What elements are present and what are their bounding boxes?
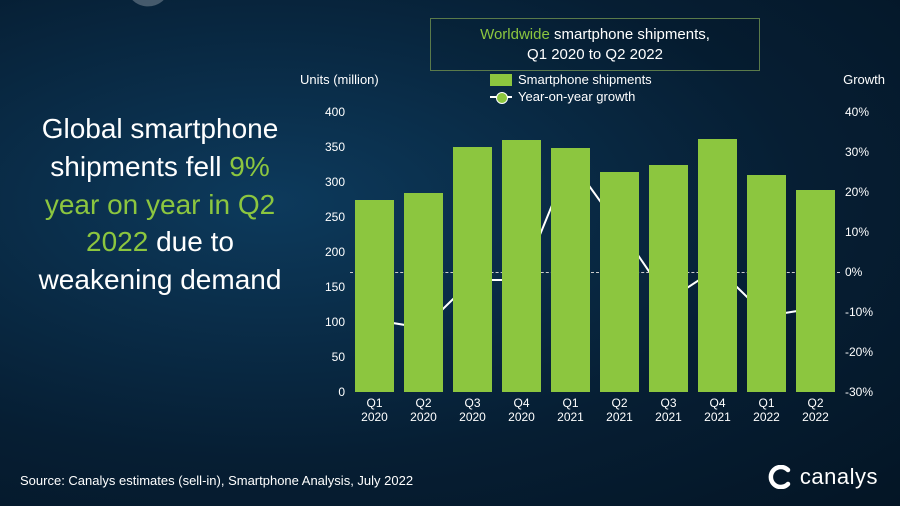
x-label: Q4 2020	[508, 396, 535, 425]
legend-line-label: Year-on-year growth	[518, 89, 635, 104]
legend-line-row: Year-on-year growth	[490, 89, 652, 104]
source-text: Source: Canalys estimates (sell-in), Sma…	[20, 473, 413, 488]
bar	[796, 190, 834, 392]
right-ytick: -10%	[845, 305, 890, 319]
x-label: Q2 2020	[410, 396, 437, 425]
bar	[649, 165, 687, 393]
left-y-ticks: 050100150200250300350400	[300, 112, 345, 392]
left-ytick: 100	[300, 315, 345, 329]
headline-post: due to weakening demand	[39, 226, 282, 295]
bar	[404, 193, 442, 393]
brand-text: canalys	[800, 464, 878, 490]
right-axis-label: Growth	[843, 72, 885, 87]
chart-title-rest: smartphone shipments,	[550, 26, 710, 43]
x-axis-labels: Q1 2020 Q2 2020 Q3 2020 Q4 2020 Q1 2021 Q2 20…	[350, 396, 840, 436]
right-ytick: 0%	[845, 265, 890, 279]
x-label: Q1 2022	[753, 396, 780, 425]
brand-icon	[768, 465, 792, 489]
left-ytick: 350	[300, 140, 345, 154]
chart-area: Units (million) Growth Smartphone shipme…	[300, 72, 890, 452]
right-ytick: 20%	[845, 185, 890, 199]
bar	[600, 172, 638, 393]
left-ytick: 250	[300, 210, 345, 224]
legend-bar-row: Smartphone shipments	[490, 72, 652, 87]
legend-bar-label: Smartphone shipments	[518, 72, 652, 87]
x-label: Q2 2021	[606, 396, 633, 425]
left-ytick: 300	[300, 175, 345, 189]
left-ytick: 150	[300, 280, 345, 294]
chart-title-accent: Worldwide	[480, 26, 550, 43]
legend-line-swatch	[490, 96, 512, 98]
chart-title: Worldwide smartphone shipments, Q1 2020 …	[430, 18, 760, 71]
x-label: Q1 2020	[361, 396, 388, 425]
right-ytick: 30%	[845, 145, 890, 159]
x-label: Q3 2020	[459, 396, 486, 425]
right-ytick: 40%	[845, 105, 890, 119]
x-label: Q1 2021	[557, 396, 584, 425]
chart-plot	[350, 112, 840, 392]
left-axis-label: Units (million)	[300, 72, 379, 87]
left-ytick: 400	[300, 105, 345, 119]
left-ytick: 0	[300, 385, 345, 399]
x-label: Q2 2022	[802, 396, 829, 425]
bar	[453, 147, 491, 392]
chart-legend: Smartphone shipments Year-on-year growth	[490, 72, 652, 106]
headline-text: Global smartphone shipments fell 9% year…	[30, 110, 290, 299]
right-ytick: -30%	[845, 385, 890, 399]
legend-bar-swatch	[490, 74, 512, 86]
x-label: Q4 2021	[704, 396, 731, 425]
bar	[355, 200, 393, 393]
right-ytick: -20%	[845, 345, 890, 359]
bar	[551, 148, 589, 392]
right-y-ticks: -30%-20%-10%0%10%20%30%40%	[845, 112, 890, 392]
bar	[698, 139, 736, 392]
left-ytick: 50	[300, 350, 345, 364]
brand-logo: canalys	[768, 464, 878, 490]
right-ytick: 10%	[845, 225, 890, 239]
left-ytick: 200	[300, 245, 345, 259]
bar	[747, 175, 785, 392]
chart-title-line2: Q1 2020 to Q2 2022	[527, 46, 663, 63]
x-label: Q3 2021	[655, 396, 682, 425]
bar	[502, 140, 540, 392]
